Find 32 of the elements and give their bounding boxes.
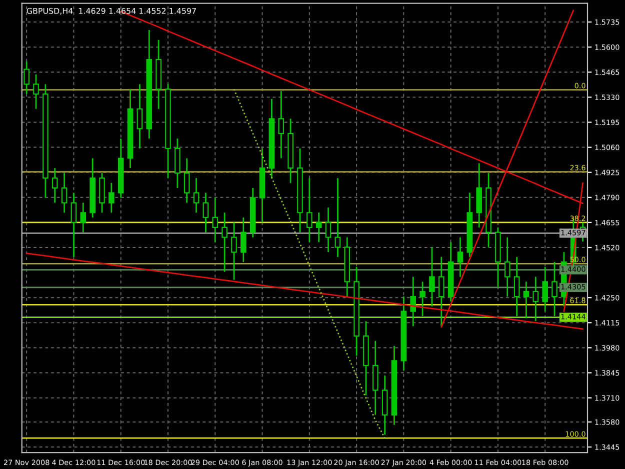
candlestick <box>316 212 322 243</box>
candlestick <box>552 261 558 317</box>
candlestick <box>61 172 68 214</box>
candlestick <box>542 266 548 312</box>
candlestick <box>202 192 209 233</box>
candlestick <box>457 236 464 278</box>
candlestick <box>429 246 435 308</box>
candlestick <box>212 197 218 243</box>
candlestick <box>504 236 510 298</box>
candlestick <box>523 280 530 319</box>
candlestick <box>240 216 246 263</box>
candlestick <box>108 182 114 214</box>
candlestick <box>136 84 143 150</box>
candlestick <box>231 222 237 280</box>
candlestick <box>325 206 332 253</box>
candlestick <box>278 90 284 159</box>
candlestick <box>306 177 312 243</box>
candlestick <box>438 256 444 327</box>
candlestick <box>334 177 341 258</box>
candlestick <box>52 167 58 204</box>
candlestick <box>70 192 77 258</box>
candlestick <box>184 158 190 204</box>
candlestick <box>532 276 539 322</box>
candlestick <box>410 276 416 327</box>
candlestick <box>420 280 426 317</box>
candlestick <box>24 60 30 95</box>
candlestick <box>80 202 86 233</box>
candlestick <box>193 177 200 214</box>
candlestick <box>222 212 228 273</box>
candlestick <box>33 74 39 110</box>
candlestick <box>514 256 520 317</box>
line-series <box>233 88 386 439</box>
